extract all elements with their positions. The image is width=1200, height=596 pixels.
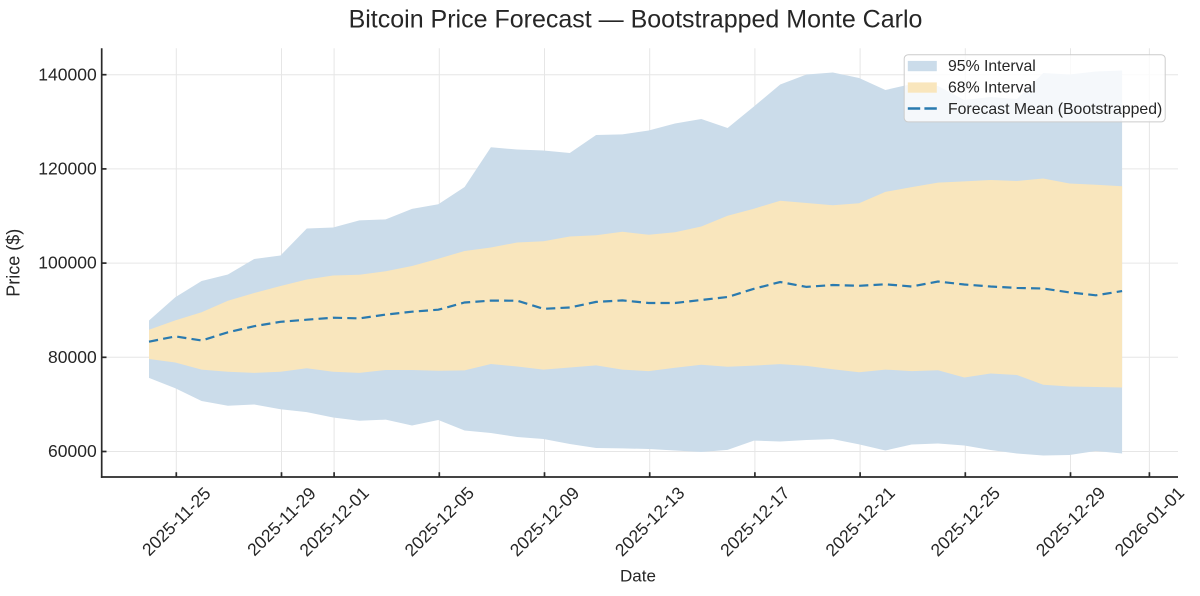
svg-text:Forecast Mean (Bootstrapped): Forecast Mean (Bootstrapped) — [948, 101, 1162, 118]
svg-text:80000: 80000 — [48, 347, 97, 367]
svg-text:2025-12-29: 2025-12-29 — [1032, 483, 1109, 560]
svg-text:140000: 140000 — [38, 64, 97, 84]
svg-text:2025-12-17: 2025-12-17 — [716, 483, 793, 560]
svg-text:120000: 120000 — [38, 159, 97, 179]
svg-text:2025-12-21: 2025-12-21 — [821, 483, 898, 560]
svg-text:95% Interval: 95% Interval — [948, 58, 1036, 75]
svg-text:Date: Date — [620, 567, 656, 586]
svg-text:2025-12-05: 2025-12-05 — [401, 483, 478, 560]
svg-text:68% Interval: 68% Interval — [948, 80, 1036, 97]
svg-text:100000: 100000 — [38, 253, 97, 273]
svg-text:2025-12-25: 2025-12-25 — [927, 483, 1004, 560]
svg-text:Bitcoin Price Forecast — Boots: Bitcoin Price Forecast — Bootstrapped Mo… — [349, 6, 923, 34]
svg-text:2025-12-09: 2025-12-09 — [506, 483, 583, 560]
svg-text:2025-12-13: 2025-12-13 — [611, 483, 688, 560]
svg-text:60000: 60000 — [48, 441, 97, 461]
svg-text:Price ($): Price ($) — [4, 229, 24, 297]
svg-text:2025-11-25: 2025-11-25 — [138, 483, 215, 560]
svg-text:2026-01-01: 2026-01-01 — [1111, 483, 1188, 560]
